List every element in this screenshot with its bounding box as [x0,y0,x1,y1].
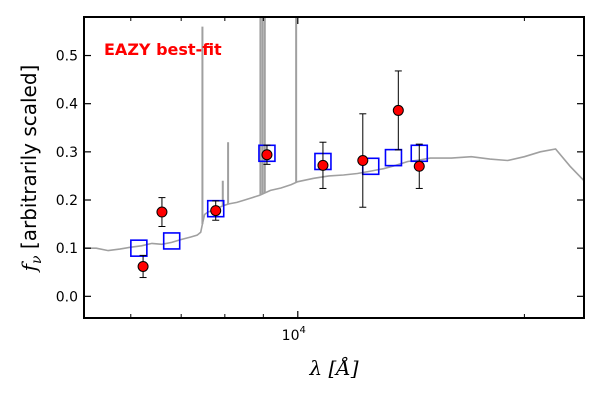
model-point [130,239,148,257]
y-tick-label: 0.4 [56,97,78,113]
y-tick-label: 0.1 [56,241,78,257]
y-tick-label: 0.3 [56,145,78,161]
y-axis-subscript: ν [29,255,45,264]
observed-point [413,160,425,172]
observed-point [261,149,273,161]
x-axis-title: λ [Å] [308,355,358,380]
model-point [384,148,403,167]
template-line [84,148,585,252]
observed-point [156,206,168,218]
y-axis-title: fν [arbitrarily scaled] [17,65,45,274]
observed-point [137,260,149,272]
observed-point [357,155,369,167]
plot-frame [83,16,585,319]
ticks-layer: 0.0 0.1 0.2 0.3 0.4 0.5 104 [56,17,584,344]
y-axis-text: [arbitrarily scaled] [17,65,41,256]
x-tick-label: 104 [282,325,306,344]
y-tick-label: 0.2 [56,193,78,209]
y-tick-label: 0.5 [56,49,78,65]
model-point [162,232,181,250]
template-layer [84,17,585,252]
x-tick-label-exp: 4 [300,325,306,336]
x-tick-label-base: 10 [282,328,300,344]
observed-point [210,205,222,217]
annotation-label: EAZY best-fit [104,40,222,59]
observed-point [392,104,404,116]
y-tick-label: 0.0 [56,289,78,305]
observed-point [317,159,329,171]
observed-points-layer [137,70,425,279]
